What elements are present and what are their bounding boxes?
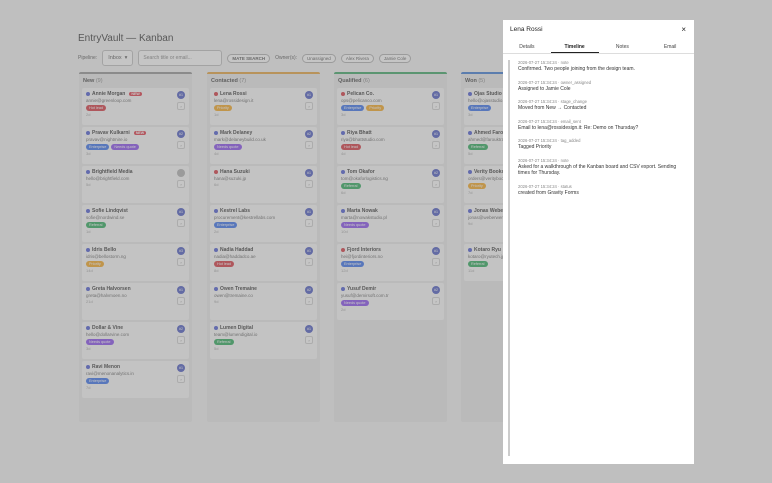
close-icon[interactable]: × xyxy=(681,25,686,34)
panel-title: Lena Rossi xyxy=(510,26,543,33)
event-meta: 2026-07-27 15:34:24 · email_sent xyxy=(518,118,581,124)
timeline-event: 2026-07-27 15:34:24 · note Confirmed. Two… xyxy=(518,60,689,73)
event-text: Asked for a walkthrough of the Kanban bo… xyxy=(518,163,677,177)
tab-email[interactable]: Email xyxy=(663,44,677,50)
event-text: created from Gravity Forms xyxy=(518,189,579,196)
event-meta: 2026-07-27 15:34:24 · status xyxy=(518,183,572,189)
event-meta: 2026-07-27 15:34:24 · note xyxy=(518,60,569,65)
event-meta: 2026-07-27 15:34:24 · owner_assigned xyxy=(518,79,592,85)
timeline-event: 2026-07-27 15:34:24 · status created from… xyxy=(518,184,689,197)
event-text: Assigned to Jamie Cole xyxy=(518,85,571,92)
timeline-event: 2026-07-27 15:34:24 · email_sent Email to… xyxy=(518,119,689,132)
event-text: Tagged Priority xyxy=(518,144,552,150)
tab-timeline[interactable]: Timeline xyxy=(550,40,599,53)
lead-detail-panel: Lena Rossi × Details Timeline Notes Emai… xyxy=(503,20,694,464)
event-meta: 2026-07-27 15:34:24 · tag_added xyxy=(518,138,581,143)
tab-notes[interactable]: Notes xyxy=(615,44,629,50)
tab-details[interactable]: Details xyxy=(519,44,535,50)
timeline-event: 2026-07-27 15:34:24 · owner_assigned Assi… xyxy=(518,80,689,93)
panel-tabs: Details Timeline Notes Email xyxy=(503,40,694,54)
event-text: Moved from New → Contacted xyxy=(518,105,587,111)
event-meta: 2026-07-27 15:34:24 · note xyxy=(518,157,569,163)
timeline-list: 2026-07-27 15:34:24 · note Confirmed. Two… xyxy=(508,60,689,456)
event-text: Confirmed. Two people joining from the d… xyxy=(518,66,635,72)
timeline-event: 2026-07-27 15:34:24 · note Asked for a wa… xyxy=(518,158,689,177)
timeline-event: 2026-07-27 15:34:24 · tag_added Tagged Pr… xyxy=(518,138,689,151)
event-meta: 2026-07-27 15:34:24 · stage_change xyxy=(518,99,587,104)
timeline-event: 2026-07-27 15:34:24 · stage_change Moved … xyxy=(518,99,689,112)
event-text: Email to lena@rossidesign.it: Re: Demo o… xyxy=(518,124,639,131)
